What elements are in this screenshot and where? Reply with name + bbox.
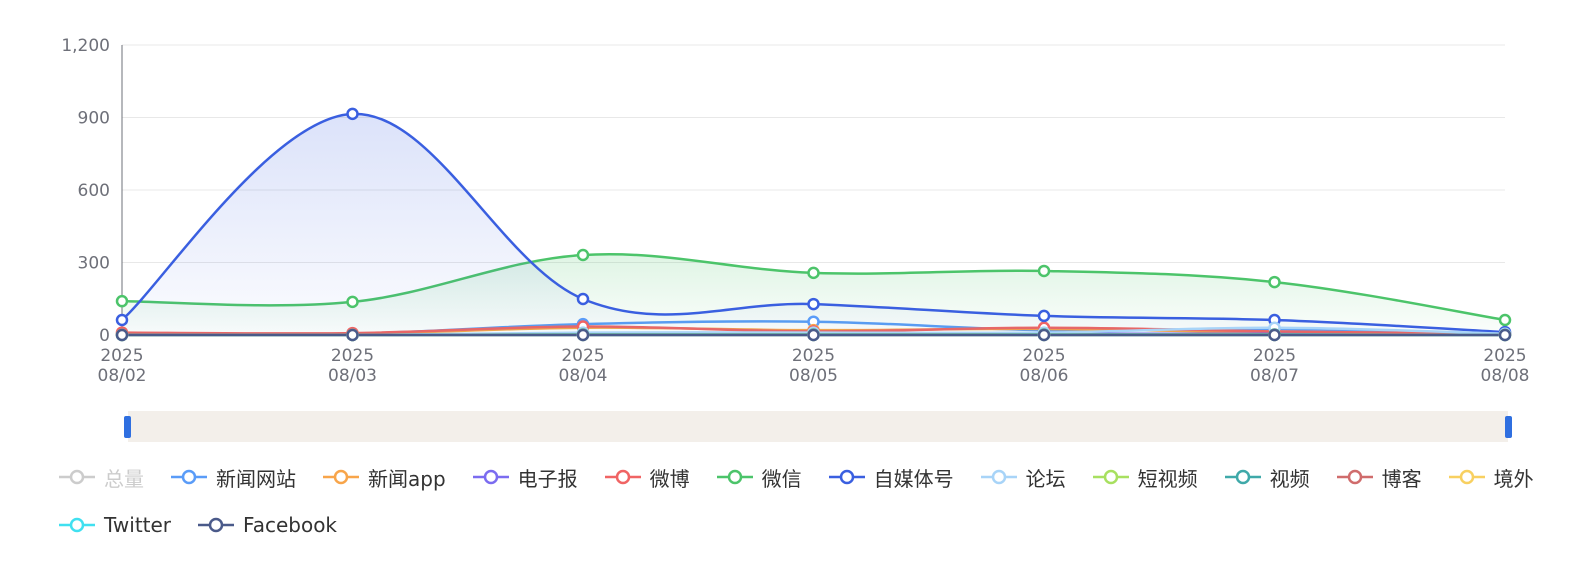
legend-icon [323, 469, 359, 485]
legend-label: 新闻网站 [216, 466, 296, 491]
point [346, 328, 359, 342]
legend-item[interactable]: 境外 [1448, 462, 1534, 492]
legend-label: 短视频 [1137, 466, 1198, 491]
legend-label: Facebook [243, 513, 338, 537]
legend-item[interactable]: 新闻app [322, 462, 446, 492]
legend-icon [59, 469, 95, 485]
legend-icon [828, 469, 865, 485]
legend-item[interactable]: 微博 [604, 462, 690, 492]
legend-label: 电子报 [517, 466, 578, 491]
legend-icon [1448, 469, 1485, 485]
legend-icon [604, 469, 641, 485]
x-tick-label: 2025 08/04 [558, 346, 608, 386]
point [1268, 328, 1281, 342]
zoom-handle[interactable] [1505, 416, 1512, 438]
point [115, 294, 129, 308]
point [1498, 328, 1512, 342]
point [1037, 328, 1051, 342]
point [346, 295, 359, 309]
point [1498, 313, 1512, 327]
point [1037, 264, 1051, 278]
legend-label: Twitter [104, 513, 172, 537]
legend-item[interactable]: 短视频 [1092, 462, 1198, 492]
area [122, 113, 1505, 335]
legend-item[interactable]: 自媒体号 [828, 462, 954, 492]
point-layer [115, 107, 1512, 342]
y-tick-label: 0 [99, 326, 110, 346]
point [807, 266, 820, 280]
legend-item[interactable]: 论坛 [980, 462, 1066, 492]
legend-label: 论坛 [1025, 466, 1066, 491]
legend-item[interactable]: 视频 [1224, 462, 1310, 492]
y-tick-label: 1,200 [61, 36, 110, 56]
legend-item[interactable]: 电子报 [472, 462, 578, 492]
point [807, 297, 820, 311]
point [576, 328, 590, 342]
legend-icon [716, 469, 753, 485]
legend-item[interactable]: 新闻网站 [170, 462, 296, 492]
x-tick-label: 2025 08/02 [97, 346, 147, 386]
point [1268, 275, 1281, 289]
legend-item[interactable]: Facebook [197, 510, 337, 540]
legend-icon [472, 469, 509, 485]
point [1037, 309, 1051, 323]
legend-icon [171, 469, 207, 485]
legend-icon [59, 517, 95, 533]
x-tick-label: 2025 08/07 [1250, 346, 1299, 386]
legend-icon [1336, 469, 1373, 485]
legend-icon [980, 469, 1017, 485]
zoom-track[interactable] [128, 411, 1508, 442]
legend-label: 总量 [104, 466, 144, 491]
legend-icon [198, 517, 235, 533]
x-tick-label: 2025 08/05 [789, 346, 838, 386]
point [576, 292, 590, 306]
point [807, 328, 820, 342]
legend-label: 微信 [761, 466, 802, 491]
y-tick-label: 600 [78, 181, 110, 201]
point [346, 107, 359, 121]
y-tick-label: 300 [78, 254, 110, 274]
point [576, 248, 590, 262]
x-tick-label: 2025 08/08 [1480, 346, 1530, 386]
zoom-handle[interactable] [124, 416, 131, 438]
legend-label: 视频 [1269, 466, 1310, 491]
x-tick-label: 2025 08/03 [328, 346, 377, 386]
legend: 总量 新闻网站 新闻app 电子报 微博 微信 自媒体号 论坛 短视频 视频 博客 境外 Twitter… [58, 462, 1538, 540]
x-tick-label: 2025 08/06 [1019, 346, 1069, 386]
legend-label: 境外 [1493, 466, 1534, 491]
legend-label: 博客 [1381, 466, 1422, 491]
chart: 0 300 600 900 1,200 [61, 36, 1512, 442]
y-tick-label: 900 [78, 109, 110, 129]
legend-item[interactable]: Twitter [58, 510, 171, 540]
point [115, 313, 129, 327]
legend-label: 自媒体号 [873, 466, 954, 491]
legend-item[interactable]: 博客 [1336, 462, 1422, 492]
legend-item[interactable]: 微信 [716, 462, 802, 492]
point [115, 328, 129, 342]
legend-icon [1224, 469, 1261, 485]
legend-label: 微博 [649, 466, 690, 491]
legend-item[interactable]: 总量 [58, 462, 144, 492]
legend-icon [1092, 469, 1129, 485]
legend-label: 新闻app [368, 466, 446, 491]
data-zoom[interactable] [124, 411, 1512, 442]
